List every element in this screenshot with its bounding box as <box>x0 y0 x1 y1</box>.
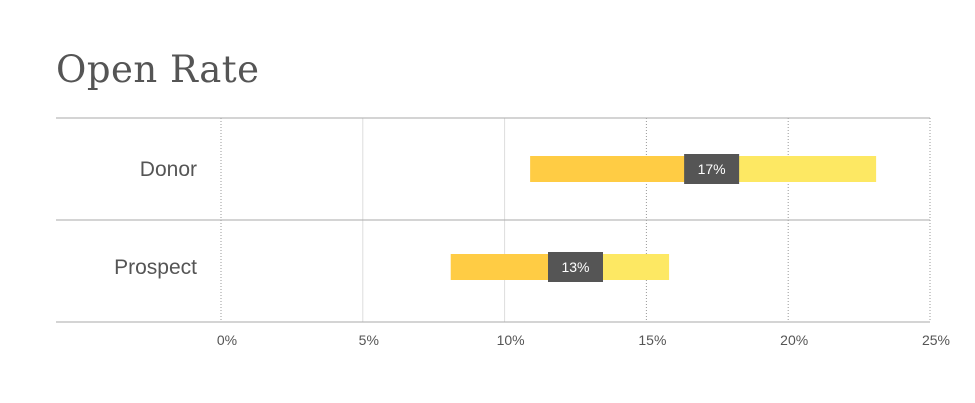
median-label-donor: 17% <box>698 161 726 177</box>
chart-title: Open Rate <box>56 48 260 91</box>
range-bar-low-donor <box>530 156 712 182</box>
x-tick-label-20: 20% <box>780 332 808 348</box>
category-label-donor: Donor <box>140 158 197 181</box>
median-marker-prospect <box>548 252 603 282</box>
median-label-prospect: 13% <box>561 259 589 275</box>
median-marker-donor <box>684 154 740 184</box>
x-tick-label-5: 5% <box>359 332 379 348</box>
x-tick-label-15: 15% <box>638 332 666 348</box>
x-tick-label-25: 25% <box>922 332 950 348</box>
x-tick-label-10: 10% <box>497 332 525 348</box>
x-tick-label-0: 0% <box>217 332 237 348</box>
category-label-prospect: Prospect <box>114 256 197 279</box>
